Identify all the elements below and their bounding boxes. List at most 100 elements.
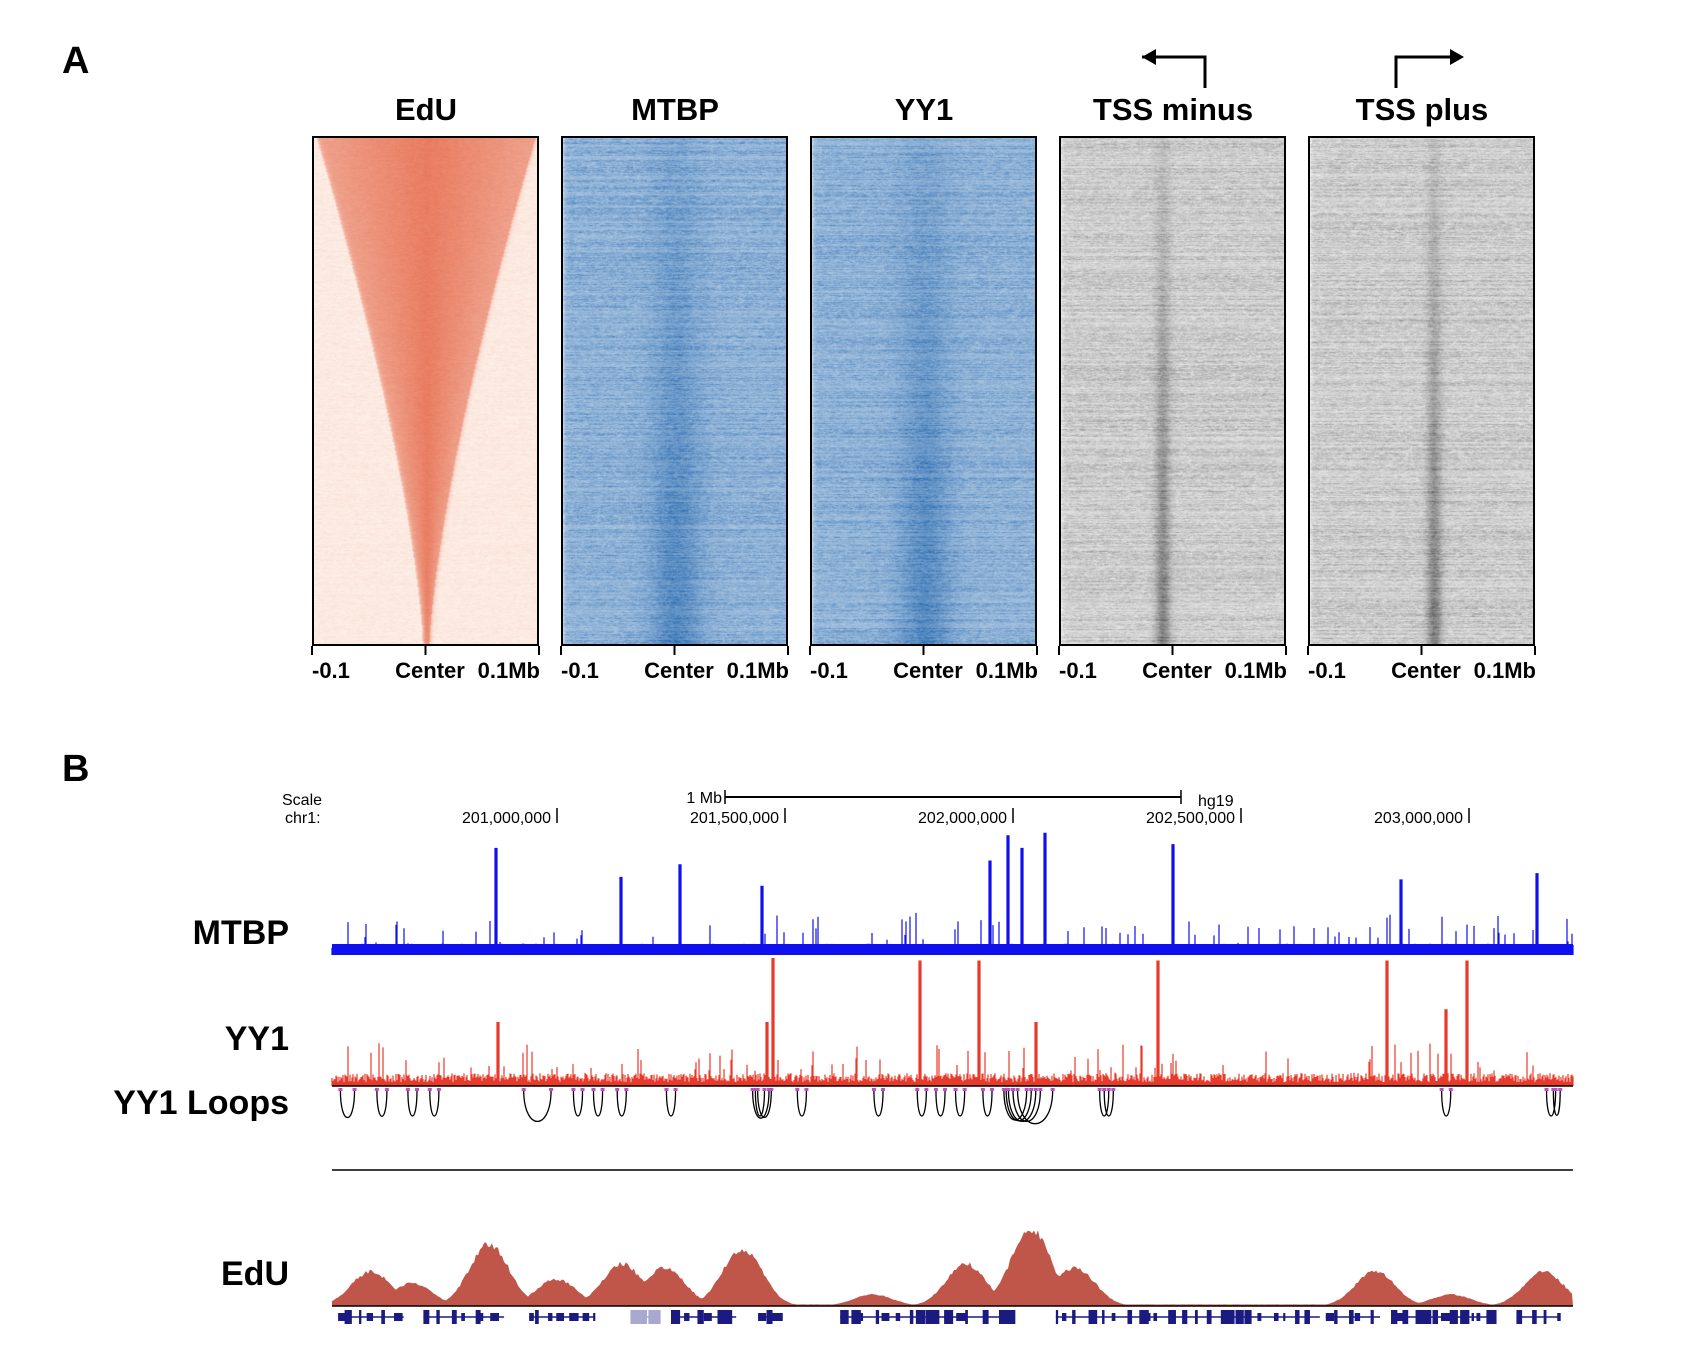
exon [1257, 1313, 1262, 1321]
heatmap-mtbp [561, 136, 788, 646]
heatmap-title-tss-minus: TSS minus [1092, 92, 1254, 127]
exon [859, 1313, 864, 1321]
exon [480, 1313, 484, 1321]
loop-anchor [767, 1088, 772, 1091]
scale-bar [724, 790, 1182, 804]
exon [1273, 1313, 1279, 1321]
heatmap-axis: -0.1 Center 0.1Mb [311, 646, 540, 683]
axis-tick-label: 0.1Mb [478, 658, 540, 683]
axis-tick-label: 0.1Mb [976, 658, 1038, 683]
loop-anchor [769, 1088, 774, 1091]
exon [1349, 1310, 1354, 1324]
exon [766, 1310, 773, 1324]
exon [475, 1310, 481, 1324]
exon [875, 1310, 880, 1324]
exon [1168, 1310, 1176, 1324]
loop-anchor [753, 1088, 758, 1091]
exon [1424, 1310, 1432, 1324]
loop-anchor [1097, 1088, 1102, 1091]
loop-anchor [933, 1088, 938, 1091]
heatmap-tss-minus [1059, 136, 1286, 646]
axis-tick-label: Center [893, 658, 963, 683]
heatmap-title-yy1: YY1 [894, 92, 954, 127]
yy1-loop-arc [751, 1089, 770, 1119]
exon [671, 1310, 681, 1324]
exon [593, 1313, 596, 1321]
exon [758, 1313, 767, 1321]
gene [1325, 1310, 1381, 1324]
loop-anchor [980, 1088, 985, 1091]
loop-anchor [795, 1088, 800, 1091]
gene [529, 1310, 596, 1324]
yy1-loop-arc [572, 1089, 584, 1117]
yy1-loop-arc [982, 1089, 993, 1117]
heatmap-axis: -0.1 Center 0.1Mb [560, 646, 789, 683]
loop-anchor [881, 1088, 886, 1091]
exon [1543, 1310, 1547, 1324]
exon [909, 1310, 914, 1324]
exon [915, 1310, 926, 1324]
exon [684, 1313, 690, 1321]
coord-tick-label: 203,000,000 [1374, 810, 1463, 827]
exon [1460, 1310, 1470, 1324]
loop-anchor [384, 1088, 389, 1091]
yy1-loop-arc [1016, 1089, 1054, 1125]
loop-anchor [571, 1088, 576, 1091]
loop-anchor [591, 1088, 596, 1091]
axis-tick-label: Center [1391, 658, 1461, 683]
exon [1235, 1310, 1244, 1324]
axis-tick-label: Center [644, 658, 714, 683]
loop-anchor [1102, 1088, 1107, 1091]
exon [1295, 1310, 1300, 1324]
axis-tick-label: -0.1 [312, 658, 350, 683]
yy1-loop-arc [1007, 1089, 1037, 1122]
exon [394, 1313, 403, 1321]
loop-anchor [871, 1088, 876, 1091]
exon [771, 1313, 783, 1321]
exon [717, 1310, 728, 1324]
yy1-loop-arc [1098, 1089, 1110, 1117]
yy1-loop-arc [916, 1089, 928, 1117]
exon [1139, 1310, 1149, 1324]
exon [569, 1313, 579, 1321]
gene [1516, 1310, 1561, 1324]
loop-anchor [549, 1088, 554, 1091]
track-label-edu: EdU [221, 1255, 289, 1293]
loop-anchor [427, 1088, 432, 1091]
exon [1415, 1310, 1427, 1324]
yy1-loop-arc [665, 1089, 677, 1117]
exon [1055, 1310, 1059, 1324]
exon [1206, 1310, 1212, 1324]
exon [1395, 1313, 1405, 1321]
loop-anchor [374, 1088, 379, 1091]
exon [840, 1310, 849, 1324]
gene [1391, 1310, 1497, 1324]
coord-tick-label: 201,500,000 [690, 810, 779, 827]
loop-anchor [624, 1088, 629, 1091]
gene [423, 1310, 505, 1324]
exon [548, 1313, 553, 1321]
loop-anchor [1004, 1088, 1009, 1091]
exon [1532, 1310, 1537, 1324]
exon [1153, 1313, 1158, 1321]
loop-anchor [762, 1088, 767, 1091]
axis-tick-label: 0.1Mb [1474, 658, 1536, 683]
exon [1283, 1313, 1286, 1321]
exon [1062, 1313, 1067, 1321]
loop-anchor [1029, 1088, 1034, 1091]
heatmap-axis: -0.1 Center 0.1Mb [809, 646, 1038, 683]
exon [895, 1313, 901, 1321]
axis-tick-label: 0.1Mb [727, 658, 789, 683]
loop-anchor [1024, 1088, 1029, 1091]
exon [1194, 1310, 1198, 1324]
gene [840, 1310, 1016, 1324]
exon [965, 1310, 968, 1324]
track-label-yy1-loops: YY1 Loops [113, 1084, 289, 1122]
loop-anchor [943, 1088, 948, 1091]
yy1-loops-track [338, 1088, 1563, 1125]
mtbp-baseline [332, 944, 1573, 955]
loop-anchor [1558, 1088, 1563, 1091]
gene-annotation-track [338, 1310, 1561, 1324]
